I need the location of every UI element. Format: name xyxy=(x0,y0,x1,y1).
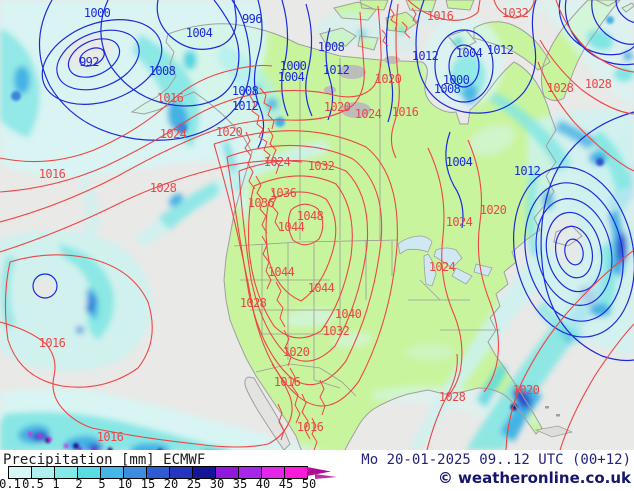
pressure-label: 1008 xyxy=(433,82,461,96)
legend-tick-label: 2 xyxy=(75,477,83,491)
pressure-label: 1004 xyxy=(185,26,213,40)
pressure-label: 1016 xyxy=(38,336,66,350)
legend-tick-label: 5 xyxy=(98,477,106,491)
pressure-label: 1016 xyxy=(426,9,454,23)
legend-tick-label: 1 xyxy=(52,477,60,491)
pressure-label: 1028 xyxy=(584,77,612,91)
pressure-label: 1024 xyxy=(445,215,473,229)
pressure-label: 1012 xyxy=(322,63,350,77)
pressure-label: 1016 xyxy=(96,430,124,444)
pressure-label: 1000 xyxy=(279,59,307,73)
legend-tick-label: 15 xyxy=(140,477,156,491)
pressure-label: 1044 xyxy=(277,220,305,234)
pressure-label: 1032 xyxy=(322,324,350,338)
pressure-label: 1020 xyxy=(374,72,402,86)
legend-tick-label: 20 xyxy=(163,477,179,491)
pressure-label: 1024 xyxy=(159,127,187,141)
pressure-label: 1008 xyxy=(231,84,259,98)
pressure-label: 1004 xyxy=(277,70,305,84)
pressure-label: 1044 xyxy=(267,265,295,279)
pressure-label: 1020 xyxy=(479,203,507,217)
legend-bar: Precipitation [mm] ECMWF Mo 20-01-2025 0… xyxy=(0,450,634,490)
legend-color-segment xyxy=(239,467,262,478)
pressure-label: 1020 xyxy=(282,345,310,359)
pressure-label: 1028 xyxy=(149,181,177,195)
legend-color-segment xyxy=(147,467,170,478)
valid-datetime: Mo 20-01-2025 09..12 UTC (00+12) xyxy=(361,452,631,468)
legend-tick-label: 35 xyxy=(232,477,248,491)
pressure-label: 1024 xyxy=(428,260,456,274)
copyright: © weatheronline.co.uk xyxy=(437,469,631,487)
legend-tick-label: 0.1 xyxy=(0,477,21,491)
pressure-label: 1020 xyxy=(323,100,351,114)
legend-tick-label: 40 xyxy=(255,477,271,491)
legend-tick-label: 30 xyxy=(209,477,225,491)
pressure-label: 1032 xyxy=(307,159,335,173)
map-graphics xyxy=(0,0,634,450)
pressure-label: 1020 xyxy=(215,125,243,139)
pressure-label: 1008 xyxy=(317,40,345,54)
map-details xyxy=(233,56,574,450)
pressure-label: 1036 xyxy=(269,186,297,200)
pressure-label: 1024 xyxy=(354,107,382,121)
terrain-isobar-squiggles xyxy=(244,7,419,450)
legend-color-segment xyxy=(55,467,78,478)
isobars-high xyxy=(0,0,634,450)
pressure-label: 1040 xyxy=(334,307,362,321)
pressure-label: 1000 xyxy=(442,73,470,87)
pressure-label: 1028 xyxy=(239,296,267,310)
pressure-label: 1012 xyxy=(513,164,541,178)
legend-color-segment xyxy=(78,467,101,478)
legend-tick-label: 10 xyxy=(117,477,133,491)
legend-ticks: 0.1 0.5 1 2 5 10 15 20 25 30 35 40 45 50 xyxy=(0,478,360,490)
pressure-label: 1028 xyxy=(546,81,574,95)
legend-color-segment xyxy=(170,467,193,478)
pressure-label: 1016 xyxy=(273,375,301,389)
pressure-label: 1000 xyxy=(83,6,111,20)
pressure-label: 1016 xyxy=(296,420,324,434)
pressure-label: 1016 xyxy=(38,167,66,181)
pressure-label: 1008 xyxy=(148,64,176,78)
legend-color-segment xyxy=(101,467,124,478)
pressure-label: 1024 xyxy=(263,155,291,169)
legend-tick-label: 50 xyxy=(301,477,317,491)
pressure-label: 1012 xyxy=(231,99,259,113)
legend-arrow-icon xyxy=(307,467,337,479)
pressure-label: 1032 xyxy=(501,6,529,20)
pressure-label: 1004 xyxy=(445,155,473,169)
pressure-label: 1048 xyxy=(296,209,324,223)
pressure-label: 1016 xyxy=(156,91,184,105)
pressure-label: 1012 xyxy=(486,43,514,57)
legend-color-segment xyxy=(285,467,307,478)
legend-tick-label: 25 xyxy=(186,477,202,491)
legend-title: Precipitation [mm] ECMWF xyxy=(3,452,206,468)
pressure-label: 1020 xyxy=(512,383,540,397)
pressure-label: 1016 xyxy=(391,105,419,119)
isobars-low xyxy=(32,0,634,362)
legend-color-segment xyxy=(9,467,32,478)
legend-color-segment xyxy=(262,467,285,478)
pressure-label: 1012 xyxy=(411,49,439,63)
legend-color-segment xyxy=(193,467,216,478)
legend-tick-label: 45 xyxy=(278,477,294,491)
map-canvas: 1000 992 996 1004 1008 1000 1004 1008 1012 1008 10… xyxy=(0,0,634,450)
legend-color-segment xyxy=(216,467,239,478)
pressure-label: 1044 xyxy=(307,281,335,295)
legend-tick-label: 0.5 xyxy=(22,477,44,491)
precipitation-heavy-spots xyxy=(11,16,614,450)
legend-color-segment xyxy=(32,467,55,478)
legend-color-segment xyxy=(124,467,147,478)
pressure-label: 996 xyxy=(242,12,262,26)
pressure-label: 1028 xyxy=(438,390,466,404)
pressure-label: 1036 xyxy=(247,196,275,210)
pressure-label: 1004 xyxy=(455,46,483,60)
legend-colorbar xyxy=(8,466,308,479)
pressure-label: 992 xyxy=(79,55,99,69)
